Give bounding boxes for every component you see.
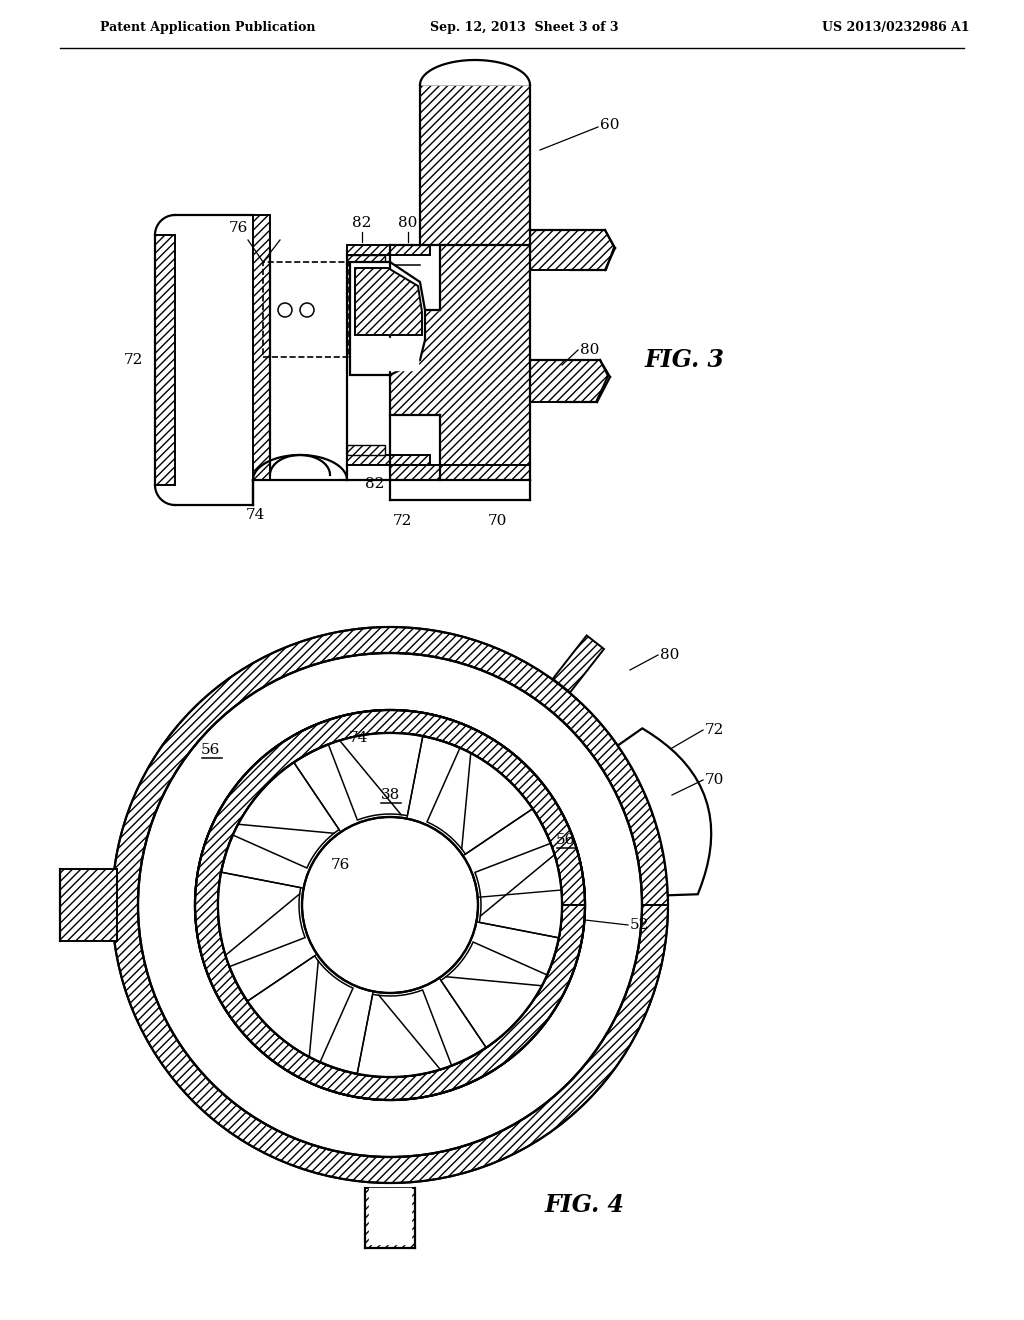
Polygon shape: [420, 84, 530, 246]
Polygon shape: [365, 1188, 415, 1247]
Polygon shape: [195, 710, 585, 1100]
Polygon shape: [329, 733, 423, 820]
Polygon shape: [390, 414, 440, 480]
Polygon shape: [347, 255, 385, 265]
Circle shape: [302, 817, 478, 993]
Polygon shape: [617, 729, 712, 895]
Text: 80: 80: [398, 216, 418, 230]
Polygon shape: [390, 246, 440, 310]
Polygon shape: [390, 465, 530, 480]
Text: 70: 70: [705, 774, 724, 787]
Text: 56: 56: [201, 743, 220, 756]
Polygon shape: [350, 261, 425, 375]
Polygon shape: [232, 763, 339, 869]
Bar: [263, 261, 349, 356]
Polygon shape: [475, 843, 562, 937]
Text: FIG. 4: FIG. 4: [545, 1193, 625, 1217]
Text: 74: 74: [348, 731, 368, 744]
Polygon shape: [270, 249, 347, 465]
Text: 52: 52: [630, 917, 649, 932]
Polygon shape: [347, 246, 430, 255]
Text: Patent Application Publication: Patent Application Publication: [100, 21, 315, 34]
Polygon shape: [138, 653, 642, 1158]
Text: 38: 38: [380, 788, 399, 803]
Polygon shape: [253, 215, 270, 480]
Polygon shape: [355, 360, 418, 370]
Polygon shape: [195, 710, 585, 1100]
Text: 60: 60: [600, 117, 620, 132]
Polygon shape: [138, 653, 642, 1158]
Polygon shape: [420, 59, 530, 84]
Polygon shape: [355, 338, 418, 360]
Text: 56: 56: [555, 833, 574, 847]
Polygon shape: [155, 235, 175, 484]
Text: 76: 76: [228, 220, 248, 235]
Polygon shape: [347, 455, 430, 465]
Polygon shape: [553, 635, 604, 692]
Polygon shape: [112, 627, 668, 1183]
Text: 76: 76: [331, 858, 349, 873]
Text: 74: 74: [246, 508, 264, 521]
Polygon shape: [248, 956, 353, 1063]
Polygon shape: [347, 445, 385, 455]
Polygon shape: [60, 869, 117, 941]
Text: 80: 80: [580, 343, 599, 356]
Polygon shape: [390, 246, 530, 480]
Polygon shape: [369, 1188, 411, 1243]
Text: 72: 72: [705, 723, 724, 737]
Text: 72: 72: [124, 352, 143, 367]
Text: 72: 72: [392, 513, 412, 528]
Text: 70: 70: [487, 513, 507, 528]
Polygon shape: [441, 942, 547, 1048]
Text: 82: 82: [352, 216, 372, 230]
Polygon shape: [355, 268, 422, 335]
Polygon shape: [357, 990, 452, 1077]
Polygon shape: [530, 360, 608, 403]
Polygon shape: [427, 748, 532, 854]
Text: Sep. 12, 2013  Sheet 3 of 3: Sep. 12, 2013 Sheet 3 of 3: [430, 21, 618, 34]
Circle shape: [218, 733, 562, 1077]
Text: 82: 82: [366, 477, 385, 491]
Text: 80: 80: [660, 648, 679, 663]
Polygon shape: [218, 873, 305, 966]
Polygon shape: [530, 230, 614, 271]
Text: US 2013/0232986 A1: US 2013/0232986 A1: [822, 21, 970, 34]
Circle shape: [195, 710, 585, 1100]
Text: FIG. 3: FIG. 3: [645, 348, 725, 372]
